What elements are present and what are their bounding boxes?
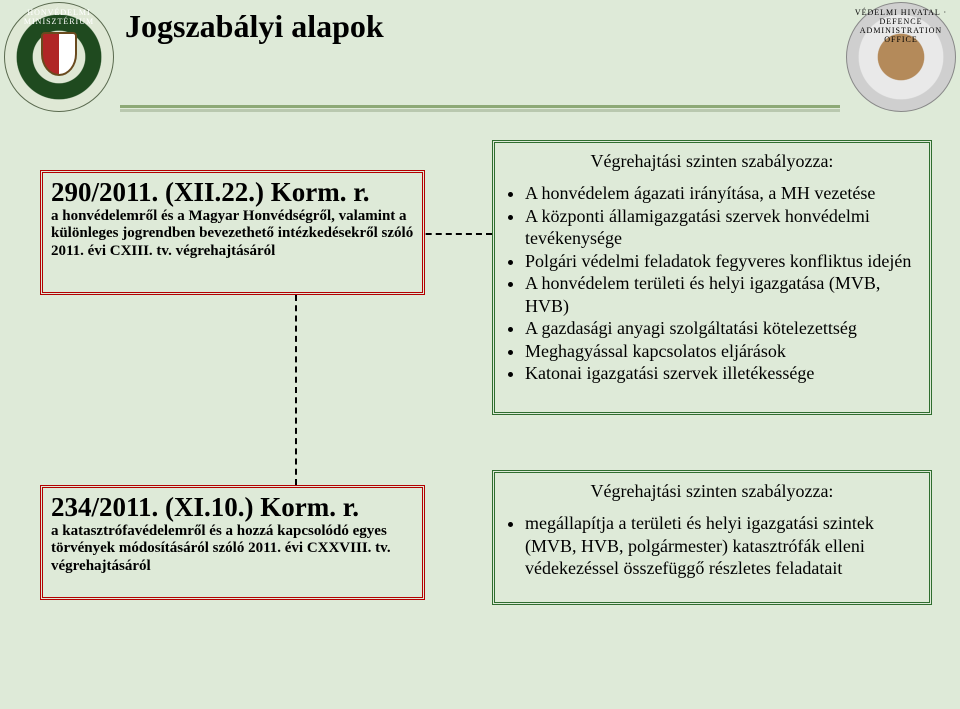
regulation-list-item: Polgári védelmi feladatok fegyveres konf… <box>525 250 917 273</box>
decree-title: 234/2011. (XI.10.) Korm. r. <box>51 492 414 523</box>
regulation-heading: Végrehajtási szinten szabályozza: <box>507 481 917 502</box>
regulation-list-item: A honvédelem ágazati irányítása, a MH ve… <box>525 182 917 205</box>
regulation-list-item: A gazdasági anyagi szolgáltatási kötelez… <box>525 317 917 340</box>
regulation-list-item: A központi államigazgatási szervek honvé… <box>525 205 917 250</box>
decree-box-234-2011: 234/2011. (XI.10.) Korm. r. a katasztróf… <box>40 485 425 600</box>
regulation-heading: Végrehajtási szinten szabályozza: <box>507 151 917 172</box>
title-underline <box>120 105 840 108</box>
regulation-box-top: Végrehajtási szinten szabályozza: A honv… <box>492 140 932 415</box>
emblem-left: HONVÉDELMI MINISZTÉRIUM <box>4 2 114 112</box>
decree-subtitle: a katasztrófavédelemről és a hozzá kapcs… <box>51 523 414 575</box>
emblem-left-text: HONVÉDELMI MINISZTÉRIUM <box>4 8 114 26</box>
regulation-box-bottom: Végrehajtási szinten szabályozza: megáll… <box>492 470 932 605</box>
regulation-list-item: Meghagyással kapcsolatos eljárások <box>525 340 917 363</box>
regulation-list-item: Katonai igazgatási szervek illetékessége <box>525 362 917 385</box>
decree-title: 290/2011. (XII.22.) Korm. r. <box>51 177 414 208</box>
title-underline-shadow <box>120 109 840 112</box>
emblem-right-text: VÉDELMI HIVATAL · DEFENCE ADMINISTRATION… <box>846 8 956 44</box>
regulation-list: A honvédelem ágazati irányítása, a MH ve… <box>507 182 917 385</box>
regulation-list-item: megállapítja a területi és helyi igazgat… <box>525 512 917 580</box>
regulation-list: megállapítja a területi és helyi igazgat… <box>507 512 917 580</box>
decree-box-290-2011: 290/2011. (XII.22.) Korm. r. a honvédele… <box>40 170 425 295</box>
decree-subtitle: a honvédelemről és a Magyar Honvédségről… <box>51 208 414 260</box>
page-title: Jogszabályi alapok <box>125 8 384 45</box>
connector-vertical <box>295 295 297 485</box>
emblem-right: VÉDELMI HIVATAL · DEFENCE ADMINISTRATION… <box>846 2 956 112</box>
slide-header: HONVÉDELMI MINISZTÉRIUM VÉDELMI HIVATAL … <box>0 0 960 120</box>
regulation-list-item: A honvédelem területi és helyi igazgatás… <box>525 272 917 317</box>
emblem-left-shield <box>41 32 77 76</box>
